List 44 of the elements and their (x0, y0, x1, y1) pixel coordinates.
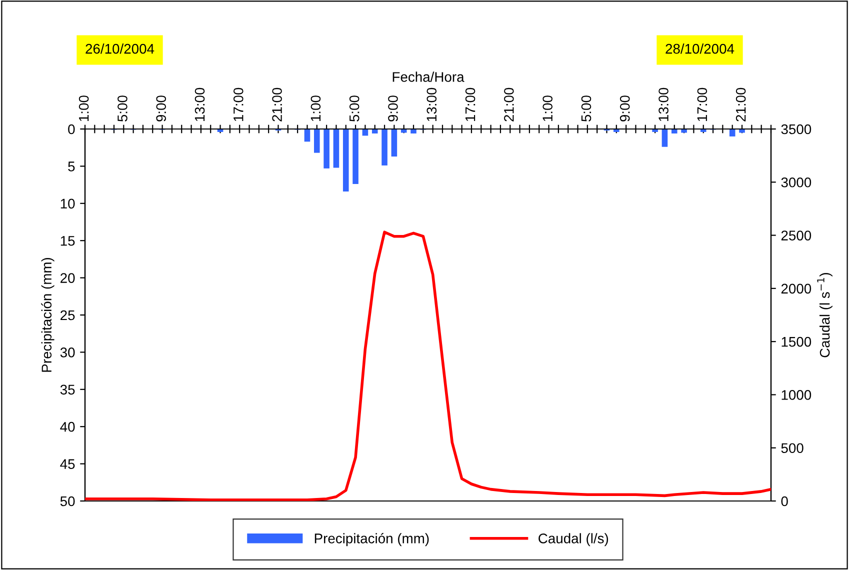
y2-tick-label: 2000 (781, 284, 812, 294)
x-tick-label: 13:00 (658, 88, 668, 121)
text: 26/10/2004 (86, 44, 154, 54)
x-tick-label: 21:00 (272, 88, 282, 122)
text: 28/10/2004 (666, 44, 734, 54)
x-tick-label: 9:00 (620, 96, 630, 122)
y2-tick-label: 0 (781, 496, 788, 506)
y2-tick-label: 3500 (781, 124, 812, 134)
x-tick-label: 5:00 (581, 96, 592, 122)
y-tick-label: 35 (60, 384, 75, 395)
x-tick-label: 1:00 (78, 96, 89, 121)
y-tick-label: 15 (60, 236, 75, 246)
y2-tick-label: 500 (781, 443, 804, 454)
x-tick-label: 21:00 (736, 88, 746, 122)
y-tick-label: 10 (60, 198, 75, 209)
x-axis-title: Fecha/Hora (392, 72, 464, 82)
x-tick-label: 1:00 (310, 96, 321, 121)
y-tick-label: 25 (60, 310, 75, 320)
x-tick-label: 9:00 (156, 96, 166, 122)
x-tick-label: 5:00 (349, 96, 360, 122)
y2-tick-label: 1000 (782, 390, 812, 400)
y2-tick-label: 1500 (782, 336, 812, 347)
x-tick-label: 21:00 (504, 88, 514, 122)
x-tick-label: 9:00 (388, 96, 398, 122)
legend-label: Caudal (l/s) (538, 533, 608, 546)
x-tick-label: 17:00 (697, 88, 708, 121)
x-tick-label: 5:00 (118, 96, 128, 122)
legend-label: Precipitación (mm) (314, 532, 429, 546)
y-tick-label: 0 (68, 124, 75, 134)
y2-tick-label: 2500 (781, 230, 812, 240)
y-tick-label: 45 (60, 459, 75, 469)
y-axis-title: Precipitación (mm) (41, 258, 54, 372)
y-tick-label: 20 (60, 273, 75, 283)
y2-axis-title: Caudal (l s$^{−1}$) (817, 272, 832, 358)
x-tick-label: 13:00 (194, 88, 205, 121)
x-tick-label: 13:00 (426, 88, 437, 121)
y-tick-label: 50 (60, 496, 75, 506)
y-tick-label: 5 (68, 162, 75, 172)
y-tick-label: 40 (60, 422, 75, 432)
x-tick-label: 1:00 (542, 96, 553, 121)
x-tick-label: 17:00 (465, 88, 476, 121)
y2-tick-label: 3000 (781, 177, 812, 188)
y-tick-label: 30 (60, 348, 75, 358)
x-tick-label: 17:00 (233, 88, 244, 121)
